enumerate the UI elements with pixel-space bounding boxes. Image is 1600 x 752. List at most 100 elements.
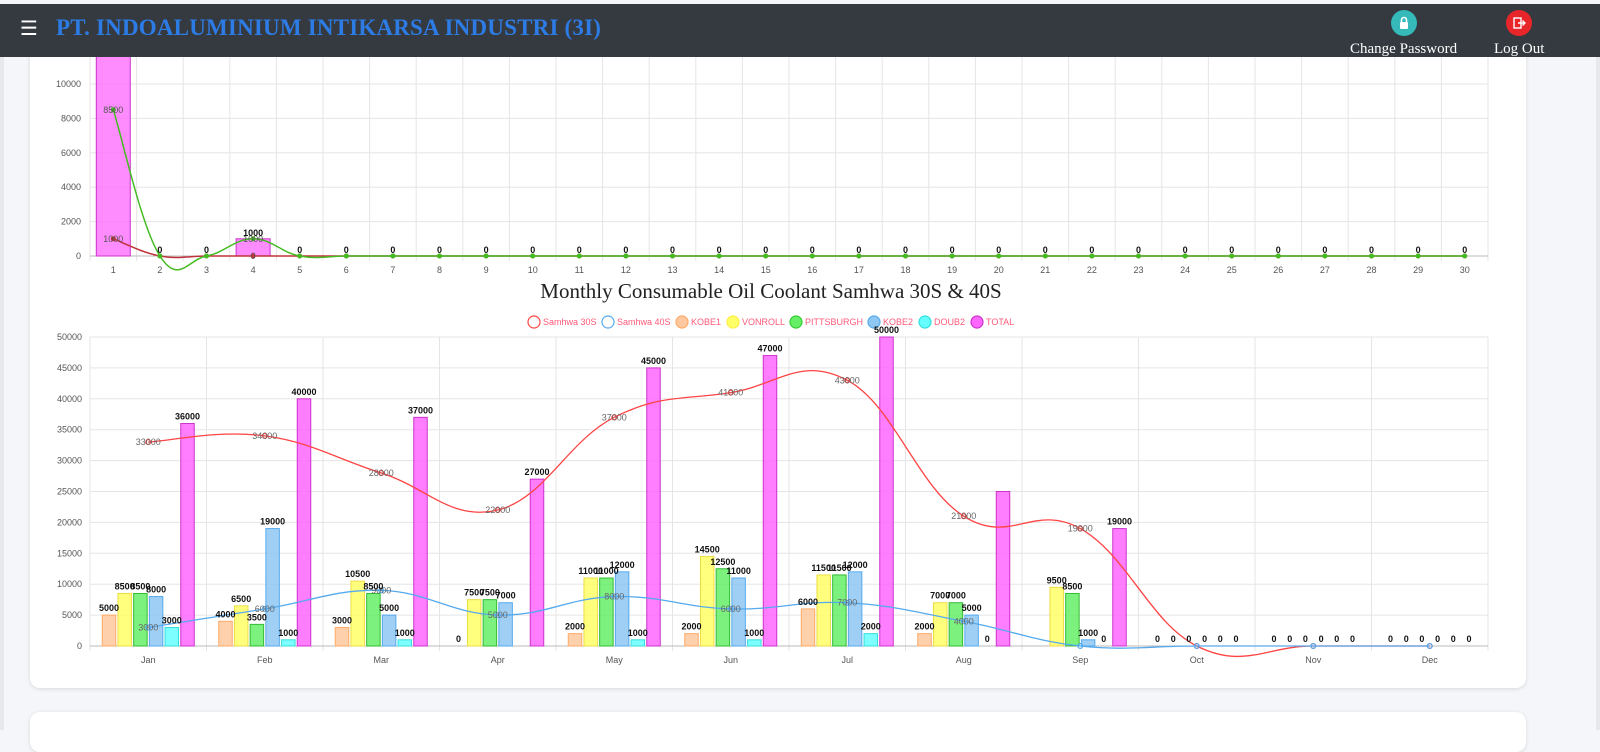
line-value-label: 7000 (837, 598, 857, 608)
bar-value-label: 0 (1186, 634, 1191, 644)
legend-label: KOBE2 (883, 317, 913, 327)
bar-pittsburgh (249, 623, 265, 647)
x-tick-label: Jan (141, 655, 156, 665)
x-tick-label: 3 (204, 265, 209, 275)
bar-value-label: 0 (1319, 634, 1324, 644)
bar-total (995, 491, 1011, 647)
x-tick-label: Feb (257, 655, 273, 665)
line-point (1322, 253, 1328, 259)
change-password-button[interactable]: Change Password (1350, 10, 1457, 58)
y-tick-label: 25000 (57, 487, 82, 497)
monthly-chart: Samhwa 30S Samhwa 40S KOBE1 VONROLL PITTSBUR… (57, 315, 1489, 665)
logout-button[interactable]: Log Out (1494, 10, 1544, 58)
legend-label: Samhwa 30S (543, 317, 597, 327)
bar-value-label: 12000 (610, 560, 635, 570)
x-tick-label: 11 (575, 265, 584, 275)
bar-vonroll (816, 574, 831, 647)
hamburger-icon[interactable]: ☰ (20, 16, 38, 40)
y-tick-label: 50000 (57, 332, 82, 342)
y-tick-label: 30000 (57, 456, 82, 466)
x-tick-label: 25 (1227, 265, 1237, 275)
bar-value-label: 19000 (260, 517, 285, 527)
y-tick-label: 0 (76, 251, 81, 261)
line-point (1089, 253, 1095, 259)
bar-value-label: 2000 (565, 622, 585, 632)
bar-value-label: 2000 (861, 622, 881, 632)
x-tick-label: 24 (1180, 265, 1190, 275)
line-value-label: 19000 (1068, 524, 1093, 534)
bar-kobe2 (498, 602, 513, 647)
bar-value-label: 1000 (278, 628, 298, 638)
bar-value-label: 37000 (408, 405, 433, 415)
y-tick-label: 6000 (61, 148, 81, 158)
bar-value-label: 0 (390, 245, 395, 255)
x-tick-label: Jun (723, 655, 738, 665)
line-value-label: 1000 (103, 234, 123, 244)
bar-value-label: 0 (1155, 634, 1160, 644)
bar-value-label: 36000 (175, 412, 200, 422)
bar-value-label: 0 (1334, 634, 1339, 644)
x-tick-label: 21 (1040, 265, 1050, 275)
x-tick-label: 2 (157, 265, 162, 275)
x-tick-label: 23 (1133, 265, 1143, 275)
line-point (611, 414, 618, 421)
bar-kobe2 (265, 528, 280, 647)
legend-marker (527, 315, 541, 329)
y-tick-label: 15000 (57, 548, 82, 558)
bar-value-label: 7000 (496, 591, 516, 601)
line-value-label: 34000 (252, 431, 277, 441)
x-tick-label: 8 (437, 265, 442, 275)
change-password-label: Change Password (1350, 41, 1458, 57)
bar-vonroll (699, 555, 715, 647)
legend-marker (970, 315, 984, 329)
line-point (1077, 642, 1084, 649)
line-point (343, 253, 349, 259)
x-tick-label: 26 (1273, 265, 1283, 275)
line-point (1182, 253, 1188, 259)
bar-value-label: 0 (763, 245, 768, 255)
bar-value-label: 0 (1404, 634, 1409, 644)
bar-value-label: 7500 (464, 588, 484, 598)
y-tick-label: 20000 (57, 517, 82, 527)
bar-value-label: 11500 (827, 563, 852, 573)
x-tick-label: 27 (1320, 265, 1330, 275)
company-name: PT. INDOALUMINIUM INTIKARSA INDUSTRI (3I… (56, 15, 602, 40)
bar-value-label: 8500 (115, 581, 135, 591)
x-tick-label: 14 (714, 265, 724, 275)
x-tick-label: Dec (1422, 655, 1439, 665)
bar-value-label: 11000 (578, 566, 603, 576)
line-point (494, 612, 501, 619)
legend-marker (675, 315, 689, 329)
bar-value-label: 7500 (480, 588, 500, 598)
page-right-edge (1596, 57, 1600, 730)
bar-value-label: 6500 (231, 594, 251, 604)
bar-value-label: 0 (950, 245, 955, 255)
bar-value-label: 0 (856, 245, 861, 255)
top-navbar: ☰ PT. INDOALUMINIUM INTIKARSA INDUSTRI (… (0, 4, 1600, 57)
bar-pittsburgh (832, 574, 847, 647)
bar-value-label: 0 (1171, 634, 1176, 644)
x-tick-label: 13 (667, 265, 677, 275)
line-point (261, 605, 268, 612)
legend-marker (789, 315, 803, 329)
line-point (856, 253, 862, 259)
bar-value-label: 47000 (757, 344, 782, 354)
y-tick-label: 10000 (57, 579, 82, 589)
x-tick-label: 12 (621, 265, 631, 275)
bar-kobe2 (964, 614, 979, 647)
bar-value-label: 3000 (162, 615, 182, 625)
bar-value-label: 5000 (962, 603, 982, 613)
line-point (623, 253, 629, 259)
line-point (1310, 642, 1317, 649)
bar-value-label: 0 (1462, 245, 1467, 255)
bar-value-label: 8500 (1062, 581, 1082, 591)
legend-label: DOUB2 (934, 317, 965, 327)
bar-value-label: 2000 (914, 622, 934, 632)
logout-label: Log Out (1494, 41, 1545, 57)
bar-value-label: 8500 (363, 581, 383, 591)
bar-value-label: 3500 (247, 612, 267, 622)
line-point (1136, 253, 1141, 259)
bar-value-label: 0 (1276, 245, 1281, 255)
line-value-label: 33000 (136, 437, 161, 447)
x-tick-label: 4 (251, 265, 256, 275)
